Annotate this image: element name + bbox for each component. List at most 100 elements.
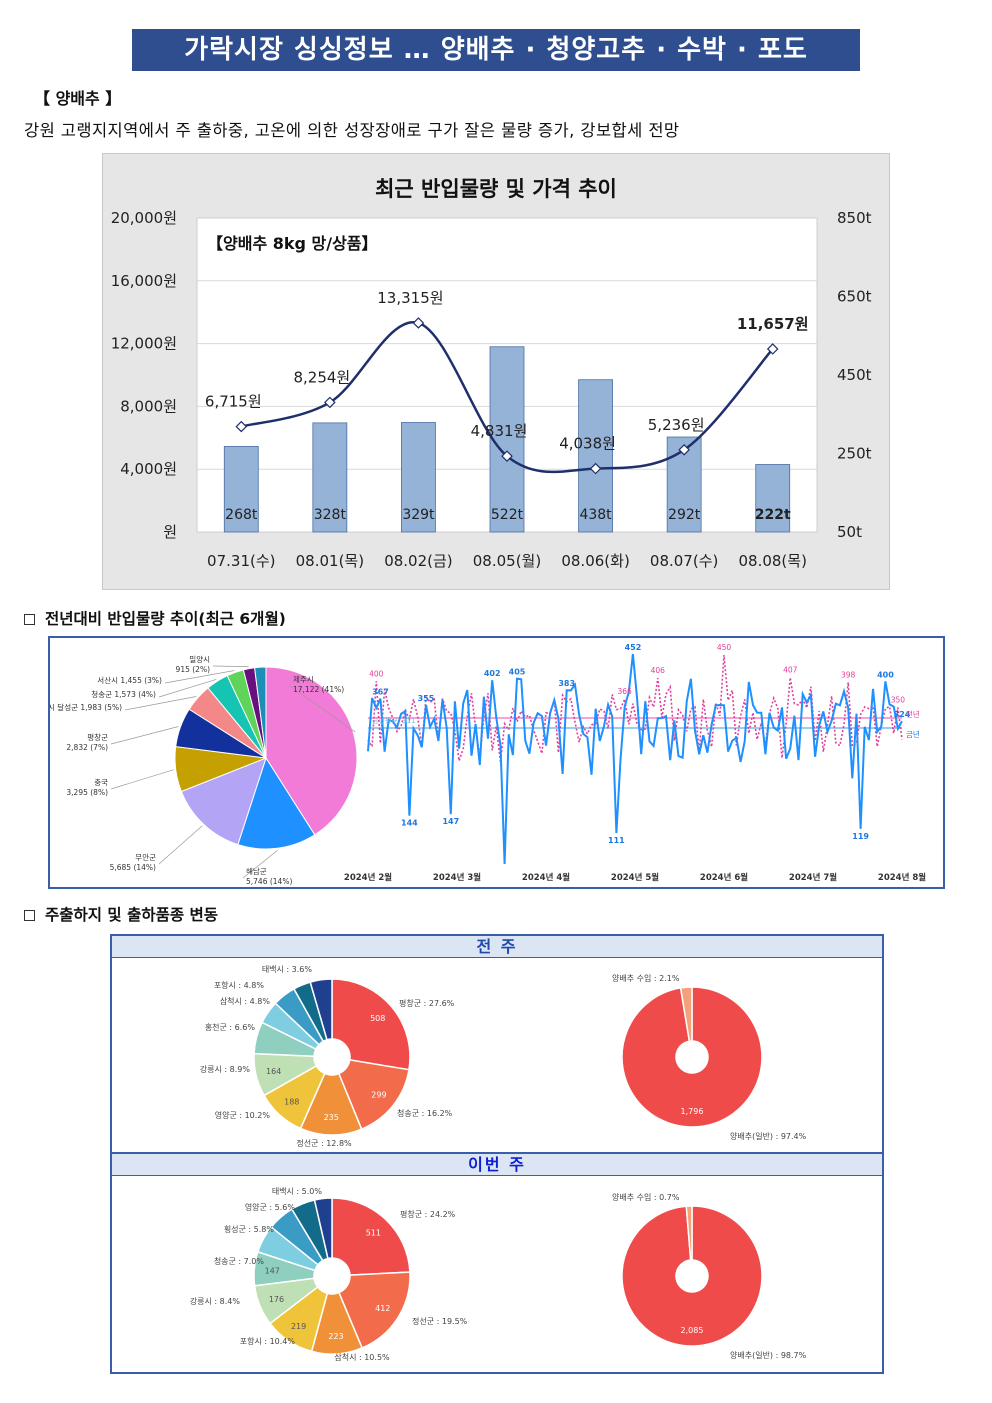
donut-value: 508 (370, 1014, 385, 1023)
section-heading-shipping: 주출하지 및 출하품종 변동 (24, 903, 218, 925)
trend-point-label: 324 (894, 710, 911, 719)
pie-label: 서산시 1,455 (3%) (97, 675, 162, 685)
pie-label: 평창군 (87, 732, 108, 742)
pie-leader-line (164, 670, 235, 684)
shipping-origin-panel: 전 주 이번 주 508 평창군 : 27.6% 299 청송군 : 16.2% 235… (110, 934, 884, 1374)
price-point (412, 317, 425, 329)
month-tick: 2024년 7월 (789, 872, 837, 883)
price-label: 4,038원 (559, 435, 616, 453)
donut-label: 홍천군 : 6.6% (205, 1022, 256, 1032)
donut-label: 삼척시 : 4.8% (220, 996, 271, 1006)
donut-label: 평창군 : 24.2% (400, 1209, 456, 1219)
variety-donut-slice (621, 1205, 763, 1347)
pie-leader-line (212, 665, 249, 667)
pie-label: 밀양시 (189, 655, 210, 664)
pie-label: 해남군 (246, 866, 267, 876)
donut-value: 235 (324, 1113, 339, 1122)
trend-point-label: 144 (401, 819, 418, 828)
donut-label: 포항시 : 10.4% (240, 1337, 296, 1346)
donut-label: 영양군 : 5.6% (245, 1202, 296, 1212)
origin-donut-slice (331, 978, 411, 1071)
variety-label: 양배추(일반) : 98.7% (730, 1351, 807, 1360)
origin-donut-slice (292, 981, 328, 1043)
variety-label: 양배추 수입 : 2.1% (612, 974, 680, 983)
trend-point-label-prev: 398 (841, 670, 856, 679)
volume-bar-label: 522t (491, 507, 524, 523)
price-point (324, 396, 336, 409)
volume-bar-label: 328t (314, 507, 347, 523)
price-volume-chart: 최근 반입물량 및 가격 추이 【양배추 8kg 망/상품】 20,000원 16… (102, 153, 890, 590)
category-label: 07.31(수) (207, 552, 275, 570)
variety-value: 2,085 (681, 1326, 704, 1335)
price-point (235, 420, 248, 433)
price-label: 4,831원 (471, 422, 528, 440)
pie-label: 대구시 달성군 1,983 (5%) (50, 703, 122, 712)
volume-bar (223, 446, 259, 533)
donut-value: 164 (266, 1067, 281, 1076)
left-axis-tick: 12,000원 (111, 335, 177, 353)
donut-label: 포항시 : 4.8% (214, 981, 265, 990)
origin-donut-slice (270, 1208, 324, 1266)
trend-point-label-prev: 407 (783, 666, 798, 675)
trend-point-label: 111 (608, 836, 625, 845)
variety-label: 양배추 수입 : 0.7% (612, 1193, 680, 1202)
origin-donut-slice (253, 1277, 319, 1325)
variety-donut-slice (685, 1205, 693, 1261)
trend-point-label: 402 (484, 669, 501, 678)
section-heading-text: 주출하지 및 출하품종 변동 (45, 906, 219, 924)
pie-leader-line (110, 726, 179, 745)
category-label: 08.05(월) (473, 552, 541, 570)
pie-label: 제주시 (293, 675, 314, 684)
price-point (678, 443, 690, 456)
prev-week-header: 전 주 (112, 934, 882, 958)
price-label: 6,715원 (205, 393, 262, 411)
category-label: 08.01(목) (296, 552, 364, 570)
pie-value: 2,832 (7%) (66, 743, 108, 752)
pie-label: 무안군 (135, 852, 156, 862)
donut-value: 219 (291, 1322, 306, 1331)
origin-donut-slice (269, 1285, 329, 1353)
volume-bar-label: 222t (755, 507, 791, 523)
donut-label: 영양군 : 10.2% (215, 1110, 271, 1120)
pie-value: 17,122 (41%) (293, 685, 344, 694)
trend-point-label-prev: 366 (617, 687, 632, 696)
origin-pie-slice (254, 666, 267, 759)
origin-pie-slice (237, 756, 316, 850)
square-bullet-icon (24, 910, 35, 921)
right-axis-tick: 450t (837, 366, 872, 384)
origin-donut-slice (253, 1021, 317, 1057)
price-label: 5,236원 (648, 416, 705, 434)
left-axis-tick: 원 (163, 523, 177, 541)
left-axis-tick: 8,000원 (120, 397, 177, 415)
pie-leader-line (289, 685, 356, 733)
category-label: 08.02(금) (384, 552, 452, 570)
pie-value: 3,295 (8%) (66, 788, 108, 797)
pie-leader-line (158, 679, 217, 698)
origin-donut-slice (310, 1291, 364, 1355)
origin-donut-slice (253, 1052, 318, 1097)
current-year-line (367, 653, 903, 865)
donut-label: 정선군 : 12.8% (296, 1138, 352, 1148)
donut-value: 147 (265, 1266, 280, 1275)
pie-value: 5,746 (14%) (246, 877, 292, 886)
page-title: 가락시장 싱싱정보 … 양배추 · 청양고추 · 수박 · 포도 (132, 29, 860, 71)
donut-label: 강릉시 : 8.9% (200, 1064, 251, 1074)
origin-donut-slice (253, 1250, 316, 1287)
category-label: 08.07(수) (650, 552, 718, 570)
price-label: 13,315원 (377, 289, 443, 307)
origin-donut-slice (274, 987, 325, 1046)
origin-donut-slice (256, 1225, 320, 1272)
price-point (501, 450, 513, 462)
donut-label: 삼척시 : 10.5% (334, 1352, 390, 1362)
donut-value: 412 (375, 1304, 390, 1313)
volume-bar (312, 422, 348, 533)
volume-bar-label: 292t (668, 507, 701, 523)
trend-point-label: 452 (625, 643, 642, 652)
donut-value: 299 (371, 1090, 386, 1099)
right-axis-tick: 250t (837, 445, 872, 463)
price-label: 8,254원 (293, 368, 350, 386)
origin-donut-slice (309, 978, 333, 1041)
donut-label: 태백시 : 5.0% (272, 1186, 323, 1196)
variety-donut-slice (679, 986, 693, 1043)
category-label: 08.06(화) (561, 552, 629, 570)
